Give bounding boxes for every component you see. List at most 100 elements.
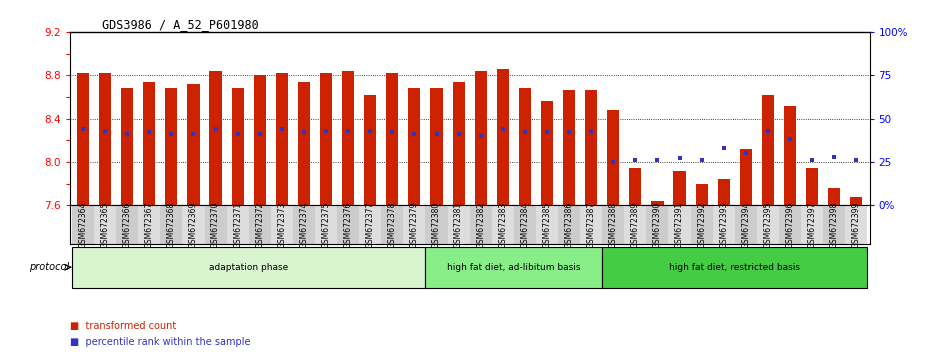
Text: protocol: protocol <box>29 262 70 272</box>
Bar <box>359 205 381 244</box>
Text: GSM672397: GSM672397 <box>807 201 817 248</box>
Text: high fat diet, ad-libitum basis: high fat diet, ad-libitum basis <box>447 263 580 272</box>
Text: GSM672364: GSM672364 <box>78 201 87 248</box>
Bar <box>514 205 536 244</box>
Bar <box>72 246 425 288</box>
Text: GSM672376: GSM672376 <box>343 201 352 248</box>
Bar <box>121 88 133 205</box>
Bar <box>691 205 712 244</box>
Bar <box>580 205 603 244</box>
Text: GSM672382: GSM672382 <box>476 202 485 248</box>
Bar <box>188 84 200 205</box>
Bar <box>381 205 404 244</box>
Text: GSM672368: GSM672368 <box>166 202 176 248</box>
Bar <box>166 88 178 205</box>
Bar <box>603 205 624 244</box>
Bar <box>757 205 779 244</box>
Bar <box>139 205 160 244</box>
Bar <box>182 205 205 244</box>
Bar <box>558 205 580 244</box>
Bar <box>143 82 155 205</box>
Bar <box>425 205 447 244</box>
Bar <box>630 169 642 205</box>
Bar <box>227 205 248 244</box>
Text: GSM672371: GSM672371 <box>233 202 242 248</box>
Text: GSM672367: GSM672367 <box>145 201 153 248</box>
Bar <box>651 201 663 205</box>
Bar <box>474 71 486 205</box>
Bar <box>696 184 708 205</box>
Bar <box>541 101 553 205</box>
Text: GSM672380: GSM672380 <box>432 202 441 248</box>
Text: GSM672370: GSM672370 <box>211 201 220 248</box>
Bar <box>408 88 420 205</box>
Bar <box>784 105 796 205</box>
Bar <box>563 90 575 205</box>
Bar <box>77 73 89 205</box>
Text: GSM672379: GSM672379 <box>410 201 418 248</box>
Text: GSM672373: GSM672373 <box>277 201 286 248</box>
Text: GSM672385: GSM672385 <box>542 202 551 248</box>
Text: GDS3986 / A_52_P601980: GDS3986 / A_52_P601980 <box>101 18 259 31</box>
Bar <box>447 205 470 244</box>
Text: GSM672366: GSM672366 <box>123 201 132 248</box>
Bar <box>342 71 354 205</box>
Bar <box>806 169 818 205</box>
Text: GSM672381: GSM672381 <box>454 202 463 248</box>
Bar <box>850 197 862 205</box>
Bar <box>320 73 332 205</box>
Bar <box>276 73 288 205</box>
Text: GSM672386: GSM672386 <box>565 202 574 248</box>
Bar <box>315 205 337 244</box>
Text: GSM672374: GSM672374 <box>299 201 309 248</box>
Bar <box>712 205 735 244</box>
Text: GSM672389: GSM672389 <box>631 202 640 248</box>
Text: GSM672395: GSM672395 <box>764 201 773 248</box>
Text: adaptation phase: adaptation phase <box>209 263 288 272</box>
Bar <box>718 179 730 205</box>
Bar <box>762 95 774 205</box>
Bar <box>673 171 685 205</box>
Bar <box>519 88 531 205</box>
Text: ■  transformed count: ■ transformed count <box>70 321 176 331</box>
Text: GSM672398: GSM672398 <box>830 202 839 248</box>
Bar <box>497 69 509 205</box>
Text: GSM672365: GSM672365 <box>100 201 110 248</box>
Bar <box>739 149 751 205</box>
Bar <box>254 75 266 205</box>
Text: GSM672396: GSM672396 <box>786 201 794 248</box>
Text: GSM672387: GSM672387 <box>587 202 596 248</box>
Text: GSM672388: GSM672388 <box>609 202 618 248</box>
Text: GSM672390: GSM672390 <box>653 201 662 248</box>
Bar <box>298 82 310 205</box>
Bar <box>209 71 221 205</box>
Bar <box>585 90 597 205</box>
Bar <box>337 205 359 244</box>
Text: GSM672391: GSM672391 <box>675 202 684 248</box>
Bar <box>116 205 139 244</box>
Bar <box>271 205 293 244</box>
Bar <box>779 205 801 244</box>
Bar <box>603 246 868 288</box>
Bar <box>470 205 492 244</box>
Text: GSM672399: GSM672399 <box>852 201 861 248</box>
Text: GSM672369: GSM672369 <box>189 201 198 248</box>
Bar <box>646 205 669 244</box>
Bar <box>205 205 227 244</box>
Bar <box>404 205 425 244</box>
Text: GSM672394: GSM672394 <box>741 201 751 248</box>
Text: GSM672377: GSM672377 <box>365 201 375 248</box>
Text: GSM672378: GSM672378 <box>388 202 397 248</box>
Bar <box>160 205 182 244</box>
Bar <box>232 88 244 205</box>
Bar <box>99 73 112 205</box>
Bar <box>845 205 868 244</box>
Bar <box>624 205 646 244</box>
Text: high fat diet, restricted basis: high fat diet, restricted basis <box>670 263 801 272</box>
Bar <box>536 205 558 244</box>
Bar <box>431 88 443 205</box>
Bar <box>94 205 116 244</box>
Bar <box>669 205 691 244</box>
Bar <box>293 205 315 244</box>
Bar <box>823 205 845 244</box>
